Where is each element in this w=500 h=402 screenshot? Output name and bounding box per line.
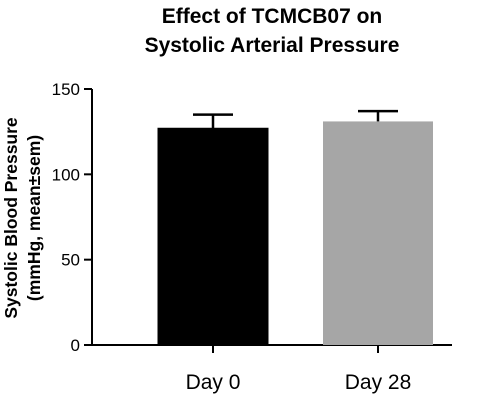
y-tick-label-150: 150 (52, 80, 80, 99)
chart-title-line-1: Effect of TCMCB07 on (161, 5, 383, 28)
y-tick-label-0: 0 (71, 336, 80, 355)
y-tick-label-50: 50 (61, 251, 80, 270)
y-axis-label-line-2: (mmHg, mean±sem) (24, 135, 44, 301)
y-tick-label-100: 100 (52, 165, 80, 184)
bar-day-28 (323, 121, 433, 345)
x-category-label-0: Day 0 (186, 371, 241, 394)
chart-title-line-2: Systolic Arterial Pressure (144, 34, 400, 57)
y-axis-label-line-1: Systolic Blood Pressure (1, 117, 21, 319)
x-category-label-1: Day 28 (345, 371, 412, 394)
bar-day-0 (157, 127, 269, 346)
